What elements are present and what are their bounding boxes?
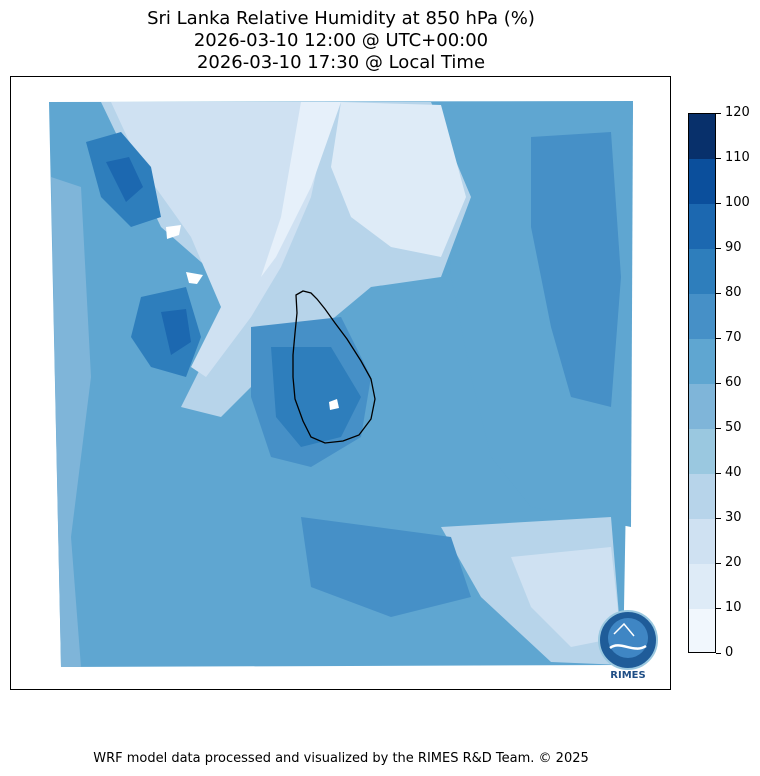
colorbar-tick [716, 518, 721, 519]
moist-nw-90 [106, 157, 143, 202]
colorbar-tick-label: 70 [725, 330, 742, 345]
colorbar-tick [716, 608, 721, 609]
colorbar-band [689, 564, 715, 609]
colorbar-tick-label: 90 [725, 240, 742, 255]
colorbar-tick [716, 248, 721, 249]
colorbar-band [689, 204, 715, 249]
map-subtitle-utc: 2026-03-10 12:00 @ UTC+00:00 [193, 30, 489, 51]
colorbar [688, 113, 716, 653]
colorbar-tick [716, 158, 721, 159]
colorbar-tick-label: 20 [725, 555, 742, 570]
logo-text: RIMES [610, 670, 645, 681]
colorbar-tick [716, 338, 721, 339]
missing-patch-3 [329, 399, 339, 410]
humidity-map: RIMES [49, 101, 658, 681]
colorbar-tick-label: 60 [725, 375, 742, 390]
moist-w-90 [161, 309, 191, 355]
dry-band-north-east [331, 102, 466, 257]
colorbar-tick-label: 80 [725, 285, 742, 300]
colorbar-band [689, 429, 715, 474]
colorbar-tick-label: 40 [725, 465, 742, 480]
colorbar-band [689, 384, 715, 429]
missing-patch-2 [186, 272, 203, 284]
colorbar-band [689, 609, 715, 652]
colorbar-tick-label: 10 [725, 600, 742, 615]
rimes-logo: RIMES [598, 610, 658, 681]
colorbar-tick [716, 653, 721, 654]
footer-credit: WRF model data processed and visualized … [93, 751, 589, 766]
colorbar-tick [716, 383, 721, 384]
colorbar-tick [716, 473, 721, 474]
colorbar-tick-label: 100 [725, 195, 750, 210]
colorbar-tick [716, 293, 721, 294]
colorbar-tick [716, 113, 721, 114]
colorbar-band [689, 114, 715, 159]
colorbar-band [689, 474, 715, 519]
missing-patch-1 [166, 225, 181, 239]
dry-tongue-20 [111, 102, 331, 377]
colorbar-band [689, 159, 715, 204]
field-east-70 [531, 132, 621, 407]
srilanka-coastline [292, 290, 376, 444]
colorbar-tick [716, 563, 721, 564]
dry-se-20 [511, 547, 621, 647]
colorbar-tick-label: 30 [725, 510, 742, 525]
colorbar-tick-label: 50 [725, 420, 742, 435]
colorbar-band [689, 294, 715, 339]
colorbar-band [689, 519, 715, 564]
colorbar-band [689, 339, 715, 384]
dry-tongue-10 [261, 102, 341, 277]
colorbar-tick [716, 428, 721, 429]
map-panel: RIMES [10, 76, 671, 690]
map-subtitle-local: 2026-03-10 17:30 @ Local Time [196, 52, 486, 73]
moist-south-70 [301, 517, 471, 617]
colorbar-tick [716, 203, 721, 204]
colorbar-band [689, 249, 715, 294]
colorbar-tick-label: 110 [725, 150, 750, 165]
colorbar-tick-label: 120 [725, 105, 750, 120]
map-title: Sri Lanka Relative Humidity at 850 hPa (… [147, 8, 535, 29]
colorbar-tick-label: 0 [725, 645, 734, 660]
field-west-50 [51, 177, 91, 667]
